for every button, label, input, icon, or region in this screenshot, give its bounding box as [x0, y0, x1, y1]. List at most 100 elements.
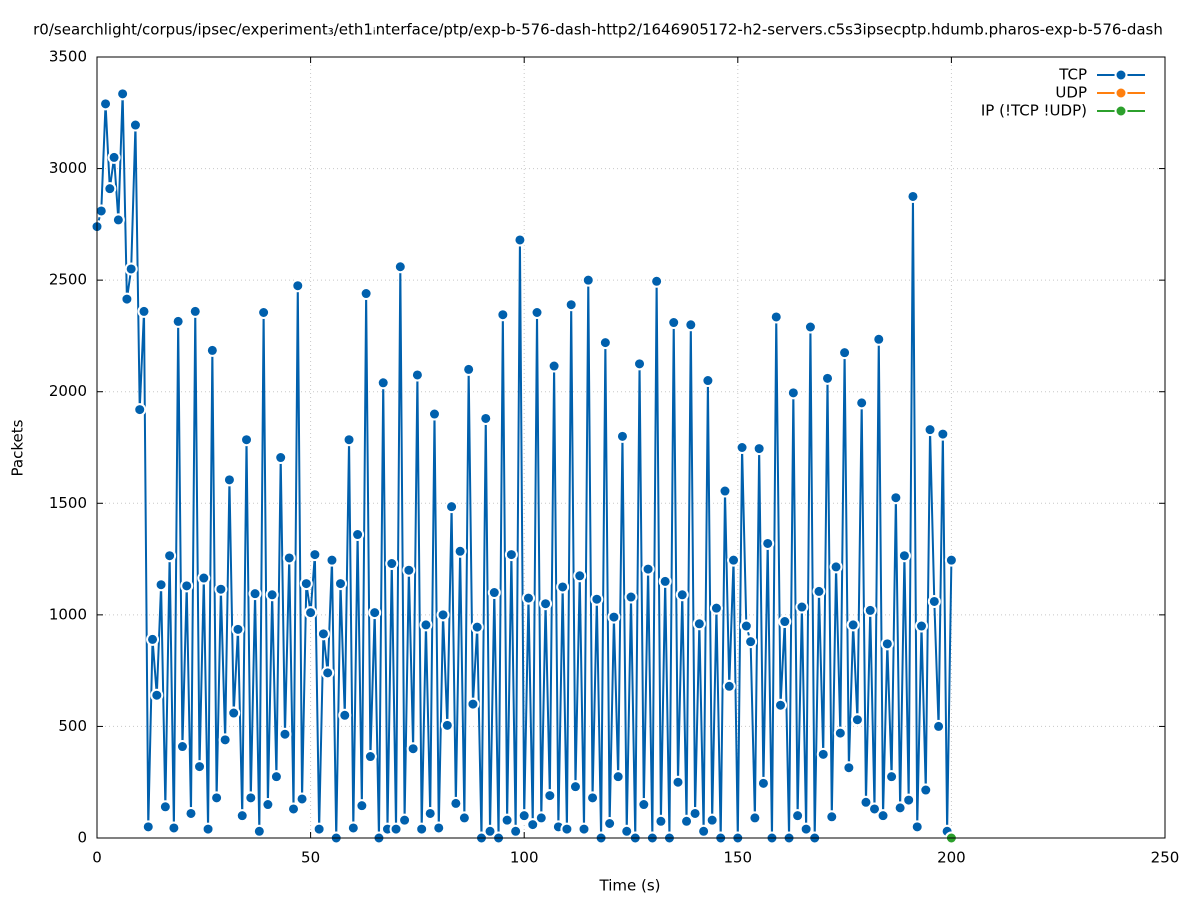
data-point — [701, 374, 715, 388]
data-point — [803, 320, 817, 334]
data-point — [287, 802, 301, 816]
data-point — [799, 822, 813, 836]
data-point — [709, 601, 723, 615]
data-point — [735, 441, 749, 454]
y-tick-label: 500 — [58, 717, 87, 735]
data-point — [188, 304, 202, 318]
data-point — [568, 780, 582, 794]
data-point — [500, 813, 514, 827]
data-point — [116, 87, 130, 101]
data-point — [197, 571, 211, 585]
ticks: 0 50 100 150 200 2500500100015002000250030003… — [49, 48, 1180, 867]
data-point — [111, 213, 125, 227]
y-tick-label: 1500 — [49, 494, 87, 512]
data-point — [218, 733, 232, 747]
data-point — [308, 548, 322, 562]
data-point — [521, 591, 535, 605]
x-tick-label: 100 — [510, 849, 539, 867]
data-point — [675, 588, 689, 602]
data-point — [338, 708, 352, 722]
data-point — [193, 760, 207, 774]
data-point — [607, 610, 621, 624]
data-point — [201, 822, 215, 836]
data-point — [175, 740, 189, 754]
data-point — [722, 679, 736, 693]
data-point — [564, 298, 578, 312]
data-point — [825, 810, 839, 824]
data-point — [222, 473, 236, 487]
legend-label: UDP — [1055, 84, 1087, 102]
data-point — [872, 332, 886, 346]
data-point — [603, 816, 617, 830]
data-point — [748, 811, 762, 825]
data-point — [902, 793, 916, 807]
data-point — [321, 666, 335, 680]
data-point — [133, 403, 147, 417]
data-point — [876, 809, 890, 823]
data-point — [650, 274, 664, 288]
data-point — [667, 316, 681, 330]
data-point — [453, 544, 467, 558]
data-point — [274, 451, 288, 465]
data-point — [150, 688, 164, 702]
data-point — [534, 811, 548, 825]
data-point — [282, 551, 296, 565]
data-point — [479, 411, 493, 425]
data-point — [406, 742, 420, 756]
data-point — [128, 118, 142, 132]
data-point — [927, 594, 941, 608]
data-point — [398, 813, 412, 827]
data-point — [163, 549, 177, 563]
data-point — [590, 592, 604, 606]
data-point — [210, 791, 224, 805]
data-point — [752, 442, 766, 456]
data-point — [248, 587, 262, 601]
data-point — [816, 747, 830, 761]
data-point — [483, 824, 497, 838]
x-axis-label: Time (s) — [599, 877, 661, 895]
data-point — [334, 577, 348, 591]
data-point — [786, 386, 800, 400]
legend-label: IP (!TCP !UDP) — [981, 102, 1087, 120]
data-point — [158, 800, 172, 814]
data-point — [821, 371, 835, 385]
data-point — [671, 775, 685, 789]
data-point — [244, 791, 258, 805]
data-point — [944, 553, 958, 567]
data-point — [103, 182, 117, 196]
data-point — [509, 824, 523, 838]
data-point — [633, 357, 647, 371]
data-point — [342, 433, 356, 447]
data-point — [914, 619, 928, 633]
y-axis-label: Packets — [9, 419, 27, 476]
data-point — [99, 97, 113, 111]
data-point — [718, 484, 732, 498]
data-point — [897, 549, 911, 563]
data-point — [462, 362, 476, 376]
data-point — [620, 824, 634, 838]
chart-title: r0/searchlight/corpus/ipsec/experiment₃/… — [33, 21, 1163, 39]
legend-marker — [1114, 86, 1128, 100]
data-point — [697, 824, 711, 838]
data-point — [637, 798, 651, 812]
data-point — [346, 821, 360, 835]
data-point — [257, 305, 271, 319]
marks — [90, 87, 958, 845]
data-point — [829, 560, 843, 574]
data-point — [885, 770, 899, 784]
data-point — [231, 622, 245, 636]
data-point — [739, 619, 753, 633]
data-point — [936, 427, 950, 441]
data-point — [124, 262, 138, 276]
data-point — [359, 287, 373, 301]
data-point — [573, 569, 587, 583]
data-point — [688, 806, 702, 820]
data-point — [423, 806, 437, 820]
data-point — [393, 260, 407, 274]
data-point — [577, 822, 591, 836]
data-point — [530, 305, 544, 319]
data-point — [146, 632, 160, 646]
y-tick-label: 0 — [77, 829, 87, 847]
